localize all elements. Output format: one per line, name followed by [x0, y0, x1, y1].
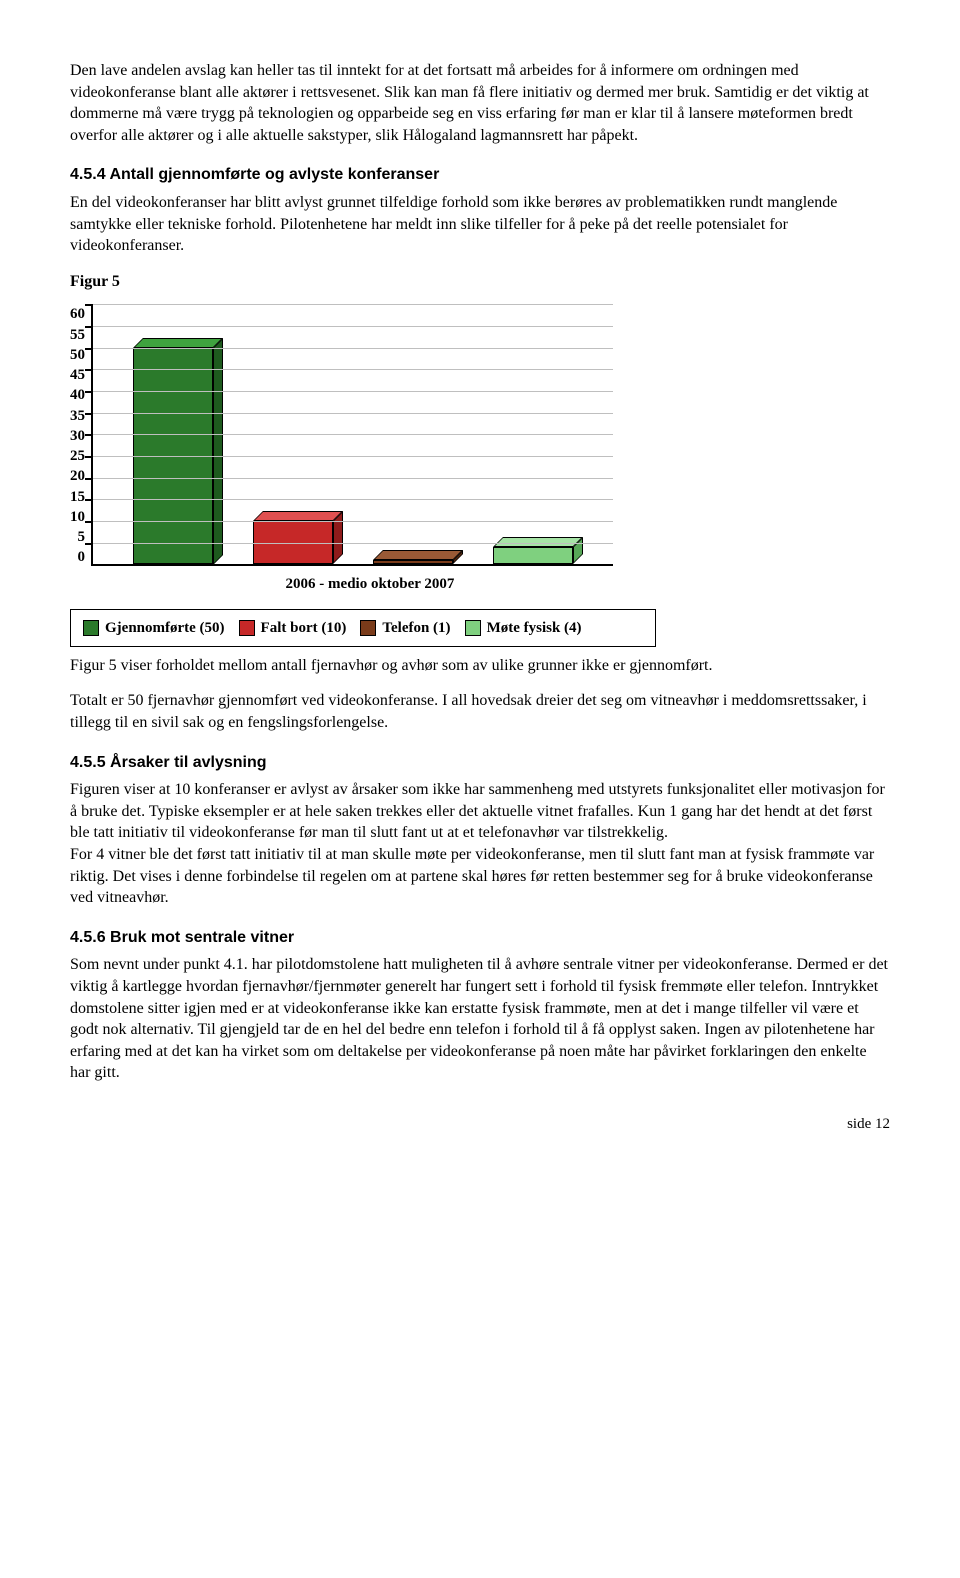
after-chart-p1: Figur 5 viser forholdet mellom antall fj…: [70, 655, 890, 677]
y-tick-label: 20: [70, 466, 85, 486]
legend-swatch: [83, 620, 99, 636]
section-456-body: Som nevnt under punkt 4.1. har pilotdoms…: [70, 954, 890, 1084]
figure-5-label: Figur 5: [70, 271, 890, 293]
y-tick-label: 50: [70, 345, 85, 365]
legend-item: Telefon (1): [360, 618, 450, 638]
y-tick-label: 15: [70, 487, 85, 507]
y-tick-label: 40: [70, 385, 85, 405]
y-tick-label: 10: [70, 507, 85, 527]
legend-swatch: [360, 620, 376, 636]
section-456-title: 4.5.6 Bruk mot sentrale vitner: [70, 927, 890, 949]
chart-bar: [493, 547, 573, 564]
y-tick-label: 35: [70, 406, 85, 426]
legend-label: Møte fysisk (4): [487, 618, 582, 638]
section-455-body: Figuren viser at 10 konferanser er avlys…: [70, 779, 890, 909]
y-tick-label: 5: [78, 527, 86, 547]
legend-item: Falt bort (10): [239, 618, 347, 638]
chart-x-label: 2006 - medio oktober 2007: [110, 574, 630, 594]
after-chart-p2: Totalt er 50 fjernavhør gjennomført ved …: [70, 690, 890, 733]
legend-label: Gjennomførte (50): [105, 618, 225, 638]
legend-swatch: [239, 620, 255, 636]
y-tick-label: 0: [78, 547, 86, 567]
y-tick-label: 60: [70, 304, 85, 324]
page-number: side 12: [70, 1114, 890, 1134]
intro-paragraph: Den lave andelen avslag kan heller tas t…: [70, 60, 890, 146]
chart-plot-area: [91, 304, 613, 566]
section-454-title: 4.5.4 Antall gjennomførte og avlyste kon…: [70, 164, 890, 186]
y-tick-label: 45: [70, 365, 85, 385]
legend-label: Falt bort (10): [261, 618, 347, 638]
legend-label: Telefon (1): [382, 618, 450, 638]
section-455-title: 4.5.5 Årsaker til avlysning: [70, 752, 890, 774]
chart-legend: Gjennomførte (50) Falt bort (10) Telefon (…: [70, 609, 656, 647]
legend-item: Gjennomførte (50): [83, 618, 225, 638]
legend-item: Møte fysisk (4): [465, 618, 582, 638]
section-454-body: En del videokonferanser har blitt avlyst…: [70, 192, 890, 257]
y-tick-label: 25: [70, 446, 85, 466]
figure-5-chart: 605550454035302520151050 2006 - medio ok…: [70, 304, 890, 647]
y-tick-label: 30: [70, 426, 85, 446]
chart-bar: [373, 560, 453, 564]
y-tick-label: 55: [70, 325, 85, 345]
legend-swatch: [465, 620, 481, 636]
